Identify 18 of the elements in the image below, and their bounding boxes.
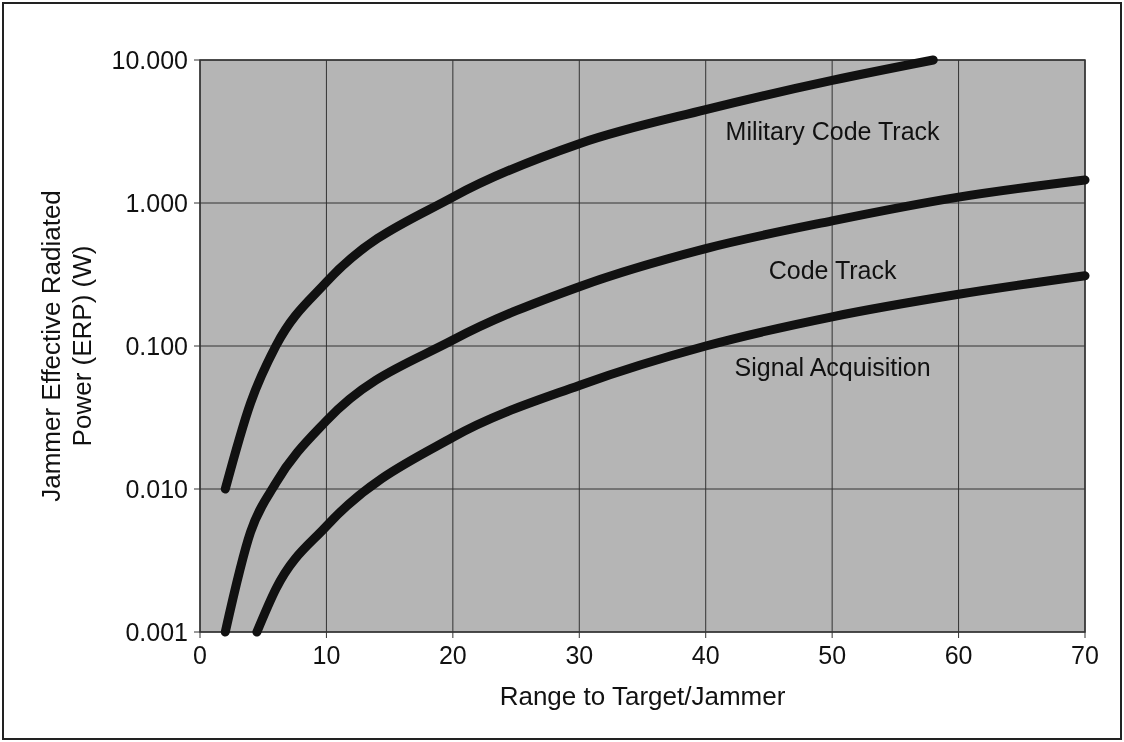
series-label: Code Track bbox=[768, 256, 898, 285]
x-tick-label: 10 bbox=[312, 641, 341, 669]
x-tick-label: 0 bbox=[193, 641, 207, 669]
series-label: Signal Acquisition bbox=[734, 352, 931, 381]
x-tick-label: 30 bbox=[565, 641, 594, 669]
y-tick-label: 0.010 bbox=[125, 475, 188, 503]
x-tick-label: 40 bbox=[691, 641, 720, 669]
y-tick-label: 0.001 bbox=[125, 618, 188, 646]
x-tick-label: 50 bbox=[818, 641, 847, 669]
x-axis-title: Range to Target/Jammer bbox=[499, 681, 786, 711]
x-tick-label: 60 bbox=[944, 641, 973, 669]
series-label: Military Code Track bbox=[725, 116, 941, 145]
x-tick-label: 70 bbox=[1071, 641, 1099, 669]
y-tick-label: 10.000 bbox=[111, 46, 188, 74]
y-tick-label: 1.000 bbox=[125, 189, 188, 217]
x-tick-label: 20 bbox=[438, 641, 467, 669]
y-axis-title: Jammer Effective Radiated Power (ERP) (W) bbox=[36, 190, 97, 502]
y-tick-label: 0.100 bbox=[125, 332, 188, 360]
